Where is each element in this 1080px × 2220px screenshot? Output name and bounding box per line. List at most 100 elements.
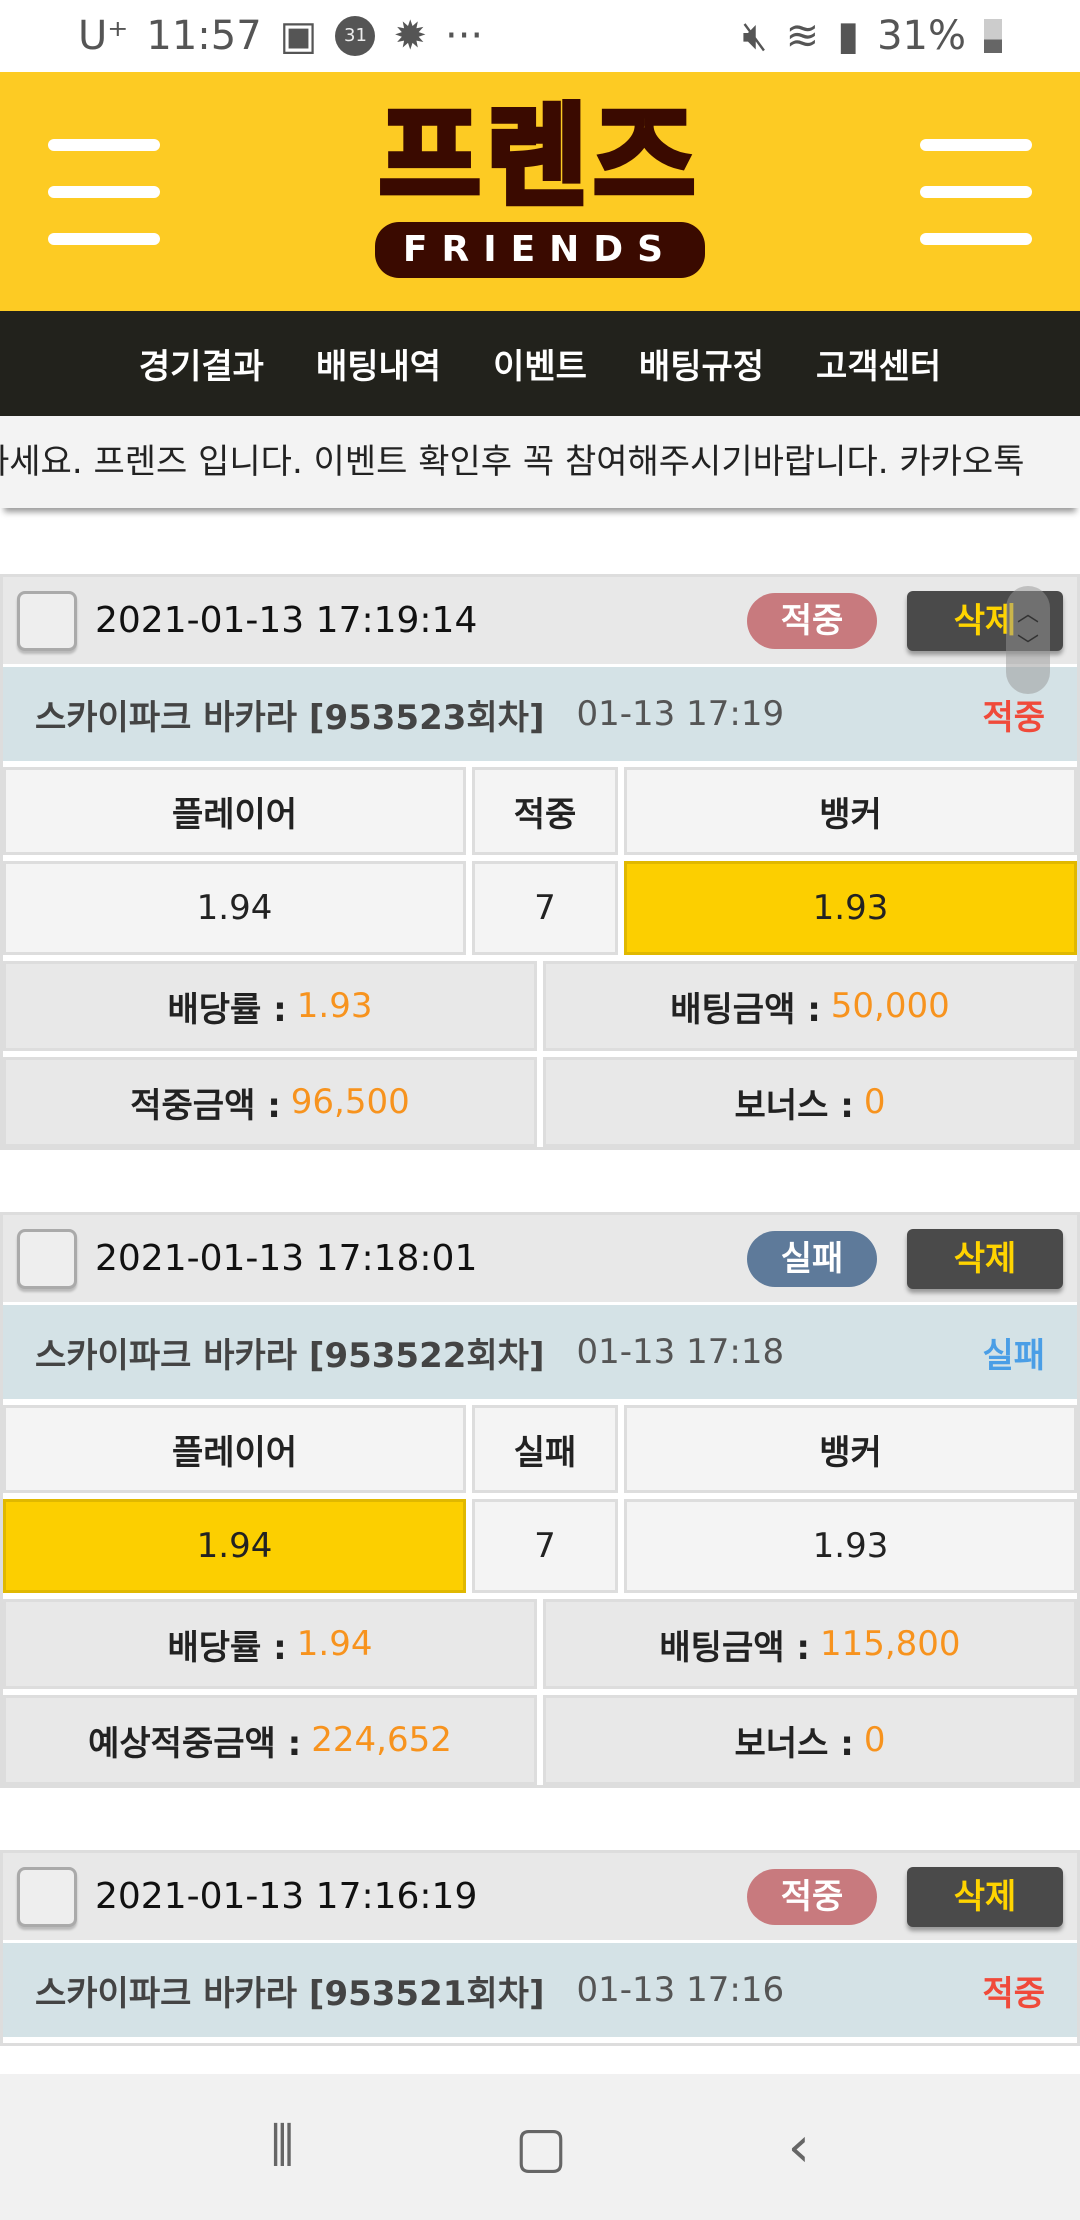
summary-cell: 배당률 :1.93 [3, 961, 537, 1051]
result-score: 7 [472, 861, 618, 955]
bet-card-header: 2021-01-13 17:19:14 적중 삭제 [3, 577, 1077, 667]
notice-marquee: 하세요. 프렌즈 입니다. 이벤트 확인후 꼭 참여해주시기바랍니다. 카카오톡 [0, 416, 1080, 508]
carrier: U⁺ [78, 13, 129, 59]
gear-icon: ✹ [393, 13, 427, 59]
bet-datetime: 2021-01-13 17:16:19 [95, 1876, 478, 1917]
summary-value: 224,652 [311, 1720, 452, 1760]
recents-icon[interactable]: ⦀ [270, 2114, 295, 2179]
odds-table: 플레이어 적중 뱅커 1.94 7 1.93 [3, 767, 1077, 961]
summary-label: 배팅금액 : [659, 1627, 810, 1668]
scroll-handle[interactable]: ︿ ﹀ [1006, 586, 1050, 694]
summary-label: 보너스 : [734, 1723, 854, 1764]
player-odds: 1.94 [3, 861, 466, 955]
summary-value: 50,000 [830, 986, 950, 1026]
summary-cell: 보너스 :0 [543, 1057, 1077, 1147]
system-nav-bar: ⦀ ▢ ‹ [0, 2074, 1080, 2220]
result-label: 적중 [982, 697, 1045, 738]
game-info: 스카이파크 바카라 [953522회차] 01-13 17:18 실패 [3, 1305, 1077, 1405]
header-banker: 뱅커 [624, 1405, 1077, 1493]
summary-cell: 배팅금액 :50,000 [543, 961, 1077, 1051]
chevron-down-icon: ﹀ [1016, 634, 1039, 659]
summary-value: 115,800 [819, 1624, 961, 1664]
select-checkbox[interactable] [17, 590, 77, 651]
summary-cell: 적중금액 :96,500 [3, 1057, 537, 1147]
game-name: 스카이파크 바카라 [953521회차] [35, 1973, 545, 2014]
game-name: 스카이파크 바카라 [953522회차] [35, 1335, 545, 1376]
clock: 11:57 [146, 13, 262, 59]
summary-label: 배당률 : [167, 989, 287, 1030]
summary-cell: 배당률 :1.94 [3, 1599, 537, 1689]
result-label: 적중 [982, 1973, 1045, 2014]
select-checkbox[interactable] [17, 1228, 77, 1289]
summary-value: 96,500 [290, 1082, 410, 1122]
logo[interactable]: 프렌즈 FRIENDS [355, 90, 725, 292]
nav-results[interactable]: 경기결과 [138, 347, 264, 387]
signal-icon: ▮ [837, 13, 860, 59]
status-badge: 적중 [747, 1868, 877, 1925]
summary-label: 예상적중금액 : [88, 1723, 302, 1764]
banker-odds: 1.93 [624, 1499, 1077, 1593]
wifi-icon: ≋ [785, 13, 820, 59]
main-nav: 경기결과 배팅내역 이벤트 배팅규정 고객센터 [0, 311, 1080, 416]
result-label: 실패 [982, 1335, 1045, 1376]
image-icon: ▣ [279, 13, 318, 59]
bet-summary: 배당률 :1.93 배팅금액 :50,000 적중금액 :96,500 보너스 :0 [3, 961, 1077, 1147]
player-odds: 1.94 [3, 1499, 466, 1593]
header-banker: 뱅커 [624, 767, 1077, 855]
game-time: 01-13 17:18 [576, 1332, 785, 1372]
select-checkbox[interactable] [17, 1866, 77, 1927]
bet-card-header: 2021-01-13 17:16:19 적중 삭제 [3, 1853, 1077, 1943]
home-icon[interactable]: ▢ [514, 2114, 568, 2180]
banker-odds: 1.93 [624, 861, 1077, 955]
game-time: 01-13 17:16 [576, 1970, 785, 2010]
calendar-31-icon: 31 [335, 16, 376, 56]
bet-card-header: 2021-01-13 17:18:01 실패 삭제 [3, 1215, 1077, 1305]
battery-icon [984, 19, 1002, 53]
odds-table: 플레이어 실패 뱅커 1.94 7 1.93 [3, 1405, 1077, 1599]
bet-datetime: 2021-01-13 17:19:14 [95, 600, 478, 641]
nav-events[interactable]: 이벤트 [493, 347, 587, 387]
chevron-up-icon: ︿ [1016, 602, 1039, 627]
summary-label: 배팅금액 : [670, 989, 821, 1030]
summary-label: 배당률 : [167, 1627, 287, 1668]
summary-label: 보너스 : [734, 1085, 854, 1126]
header-player: 플레이어 [3, 767, 466, 855]
status-bar: U⁺ 11:57 ▣ 31 ✹ ··· 🔇︎ ≋ ▮ 31% [0, 0, 1080, 72]
more-icon: ··· [444, 13, 484, 59]
menu-icon-right[interactable] [920, 137, 1032, 247]
mute-icon: 🔇︎ [742, 13, 768, 59]
summary-value: 1.94 [296, 1624, 373, 1664]
delete-button[interactable]: 삭제 [907, 1228, 1063, 1289]
header-result: 적중 [472, 767, 618, 855]
delete-button[interactable]: 삭제 [907, 1866, 1063, 1927]
battery-level: 31% [877, 13, 966, 59]
menu-icon-left[interactable] [48, 137, 160, 247]
game-info: 스카이파크 바카라 [953523회차] 01-13 17:19 적중 [3, 667, 1077, 767]
bet-card: 2021-01-13 17:16:19 적중 삭제 스카이파크 바카라 [953… [0, 1850, 1080, 2046]
nav-rules[interactable]: 배팅규정 [638, 347, 765, 387]
nav-bet-history[interactable]: 배팅내역 [315, 347, 442, 387]
status-badge: 적중 [747, 592, 877, 649]
nav-support[interactable]: 고객센터 [816, 347, 942, 387]
back-icon[interactable]: ‹ [787, 2114, 810, 2180]
summary-label: 적중금액 : [130, 1085, 281, 1126]
bet-datetime: 2021-01-13 17:18:01 [95, 1238, 478, 1279]
summary-value: 1.93 [296, 986, 373, 1026]
game-time: 01-13 17:19 [576, 694, 785, 734]
summary-value: 0 [863, 1082, 886, 1122]
bet-card: 2021-01-13 17:19:14 적중 삭제 스카이파크 바카라 [953… [0, 574, 1080, 1150]
header-result: 실패 [472, 1405, 618, 1493]
bet-list: 2021-01-13 17:19:14 적중 삭제 스카이파크 바카라 [953… [0, 508, 1080, 2046]
site-header: 프렌즈 FRIENDS [0, 72, 1080, 311]
summary-cell: 배팅금액 :115,800 [543, 1599, 1077, 1689]
status-badge: 실패 [747, 1230, 877, 1287]
header-player: 플레이어 [3, 1405, 466, 1493]
summary-cell: 보너스 :0 [543, 1695, 1077, 1785]
summary-cell: 예상적중금액 :224,652 [3, 1695, 537, 1785]
result-score: 7 [472, 1499, 618, 1593]
game-name: 스카이파크 바카라 [953523회차] [35, 697, 545, 738]
bet-card: 2021-01-13 17:18:01 실패 삭제 스카이파크 바카라 [953… [0, 1212, 1080, 1788]
bet-summary: 배당률 :1.94 배팅금액 :115,800 예상적중금액 :224,652 보너스… [3, 1599, 1077, 1785]
summary-value: 0 [863, 1720, 886, 1760]
game-info: 스카이파크 바카라 [953521회차] 01-13 17:16 적중 [3, 1943, 1077, 2043]
